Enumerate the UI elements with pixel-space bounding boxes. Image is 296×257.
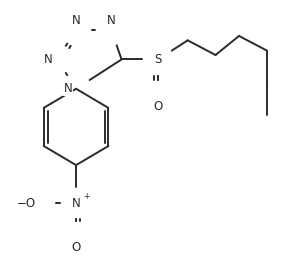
Text: N: N [64,82,73,95]
Text: N: N [72,14,81,26]
Text: S: S [155,53,162,66]
Text: +: + [83,192,89,201]
Text: −O: −O [17,197,36,210]
Text: O: O [154,100,163,113]
Text: O: O [71,241,81,254]
Text: N: N [107,14,116,26]
Text: N: N [44,53,53,66]
Text: N: N [72,197,81,210]
